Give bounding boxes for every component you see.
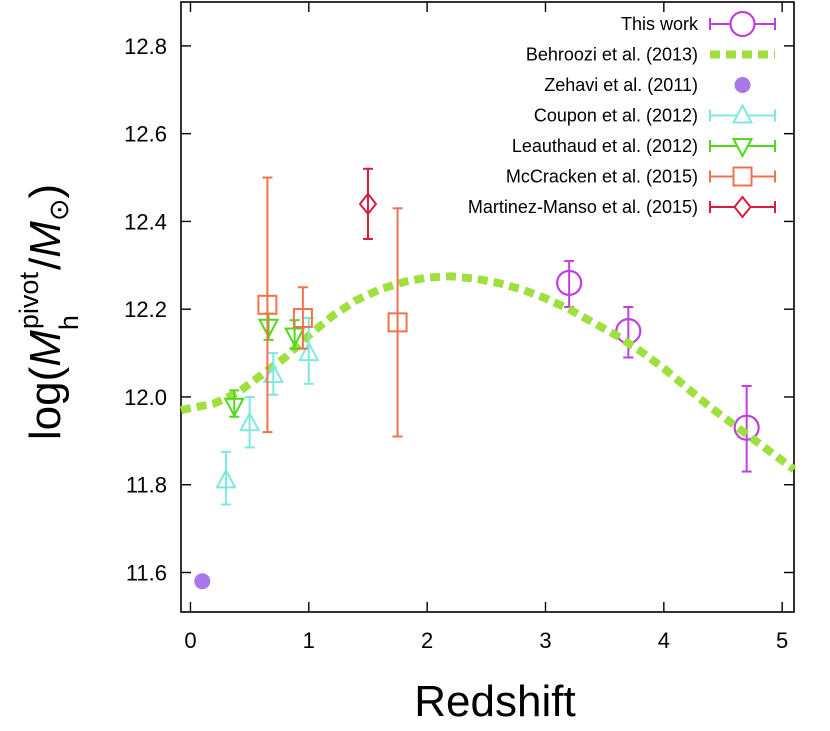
data-point xyxy=(387,312,408,333)
data-point xyxy=(257,294,278,315)
series-5 xyxy=(257,176,408,438)
x-axis-title: Redshift xyxy=(414,677,575,726)
legend-swatch xyxy=(732,166,753,187)
legend-label: This work xyxy=(621,14,699,34)
data-point xyxy=(358,192,378,216)
x-tick-label: 3 xyxy=(539,628,551,653)
y-tick-label: 12.4 xyxy=(124,209,167,234)
legend-swatch xyxy=(734,77,751,93)
data-series xyxy=(180,167,797,590)
legend: This work Behroozi et al. (2013) Zehavi et… xyxy=(468,10,776,219)
legend-label: Martinez-Manso et al. (2015) xyxy=(468,197,698,217)
series-2 xyxy=(194,573,211,590)
x-tick-label: 4 xyxy=(658,628,670,653)
y-tick-label: 12.6 xyxy=(124,122,167,147)
series-1 xyxy=(180,272,797,473)
data-point xyxy=(733,414,760,441)
x-tick-label: 2 xyxy=(421,628,433,653)
data-point xyxy=(283,327,306,348)
y-axis-title: log(Mhpivot/M⊙) xyxy=(14,184,84,440)
series-0 xyxy=(556,259,760,473)
y-tick-label: 11.6 xyxy=(126,561,167,586)
data-point xyxy=(262,362,284,384)
y-tick-label: 12.2 xyxy=(124,297,167,322)
series-4 xyxy=(223,312,306,418)
legend-swatch xyxy=(733,195,752,219)
axis-ticks: 0 1 2 3 4 5 11.6 11.8 12.0 12.2 12.4 12.6 12.8 xyxy=(124,2,794,653)
legend-label: Behroozi et al. (2013) xyxy=(526,45,698,65)
legend-swatch xyxy=(729,10,756,38)
data-point xyxy=(223,397,245,418)
y-tick-label: 12.0 xyxy=(124,385,167,410)
legend-swatch xyxy=(731,138,754,159)
data-point xyxy=(292,307,313,328)
legend-label: Coupon et al. (2012) xyxy=(534,106,698,126)
y-tick-label: 11.8 xyxy=(126,473,167,498)
data-point xyxy=(238,411,261,432)
series-6 xyxy=(358,167,378,240)
data-point xyxy=(194,573,211,590)
legend-label: Zehavi et al. (2011) xyxy=(544,75,698,95)
data-point xyxy=(556,269,583,296)
plot-frame xyxy=(180,1,795,613)
legend-label: Leauthaud et al. (2012) xyxy=(512,136,698,156)
series-3 xyxy=(215,316,320,506)
x-tick-label: 0 xyxy=(184,628,196,653)
x-tick-label: 1 xyxy=(303,628,315,653)
data-point xyxy=(298,340,320,362)
y-tick-label: 12.8 xyxy=(124,34,167,59)
model-curve xyxy=(180,272,797,473)
data-point xyxy=(215,468,237,489)
legend-label: McCracken et al. (2015) xyxy=(506,167,698,187)
data-point xyxy=(257,318,280,339)
legend-swatch xyxy=(731,103,754,124)
x-tick-label: 5 xyxy=(776,628,788,653)
